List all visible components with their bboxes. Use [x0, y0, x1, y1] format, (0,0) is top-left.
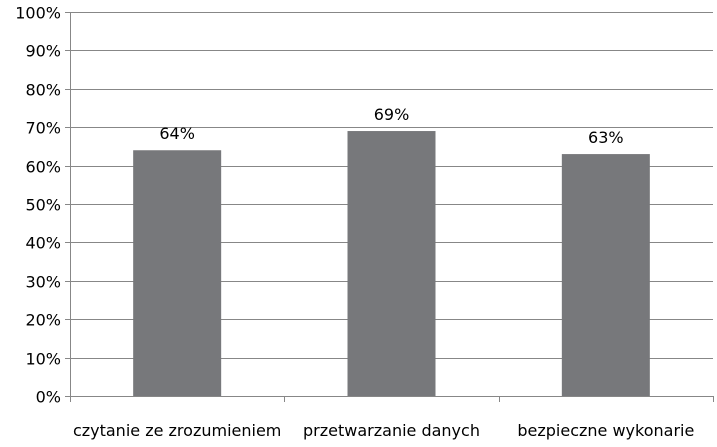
- bar: [347, 131, 436, 397]
- x-category-label: przetwarzanie danych: [303, 421, 480, 440]
- data-label: 69%: [374, 105, 410, 124]
- labels: 0% 10% 20% 30% 40% 50% 60% 70% 80% 90% 100% 64% czyt…: [15, 4, 694, 441]
- data-label: 63%: [588, 128, 624, 147]
- bar: [561, 154, 650, 396]
- data-label: 64%: [159, 124, 195, 143]
- y-tick-label: 10%: [25, 350, 61, 369]
- y-tick-label: 90%: [25, 42, 61, 61]
- bars: [133, 131, 650, 397]
- x-category-label: czytanie ze zrozumieniem: [73, 421, 281, 440]
- y-tick-label: 40%: [25, 234, 61, 253]
- y-tick-label: 0%: [36, 388, 61, 407]
- axes: [65, 12, 714, 402]
- y-tick-label: 70%: [25, 119, 61, 138]
- x-category-label: bezpieczne wykonarie: [517, 421, 694, 440]
- bar: [133, 150, 222, 396]
- y-tick-label: 60%: [25, 158, 61, 177]
- y-tick-label: 50%: [25, 196, 61, 215]
- y-tick-label: 30%: [25, 273, 61, 292]
- y-tick-label: 100%: [15, 4, 61, 23]
- y-tick-label: 20%: [25, 311, 61, 330]
- y-tick-label: 80%: [25, 81, 61, 100]
